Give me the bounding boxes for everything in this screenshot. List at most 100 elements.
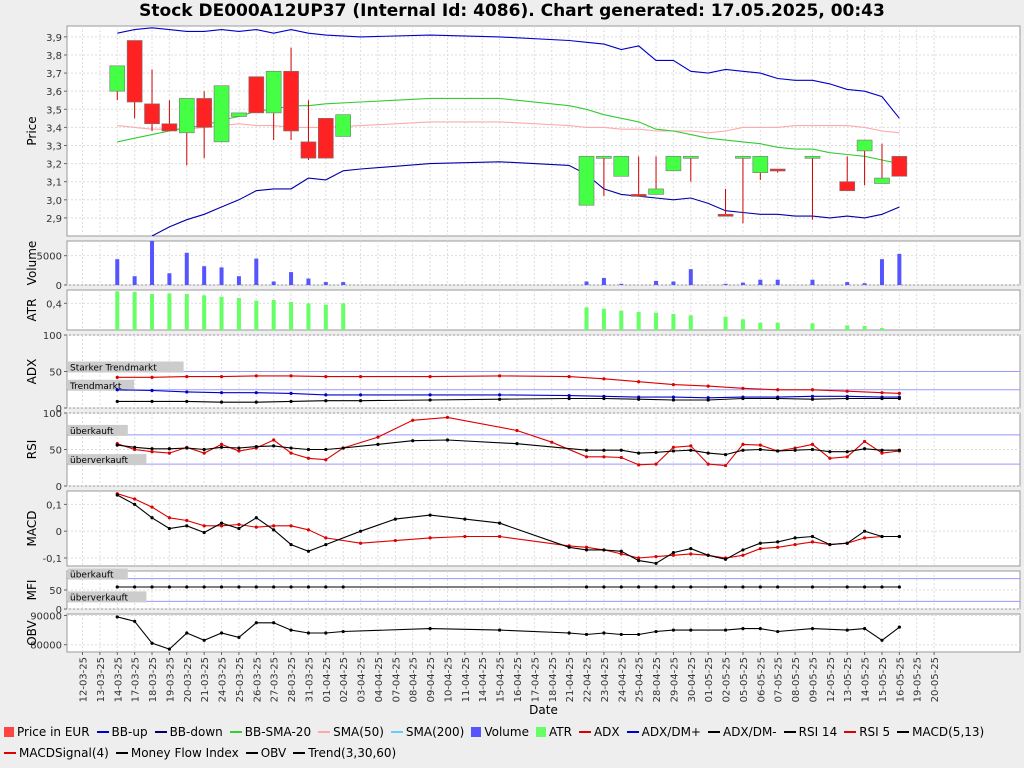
macd-panel-bg bbox=[66, 490, 1021, 567]
rsi5-line-point bbox=[411, 418, 415, 422]
y-tick-label: 5000 bbox=[37, 252, 62, 263]
x-tick-label: 26-03-25 bbox=[252, 657, 263, 702]
macd-signal-line-point bbox=[741, 553, 745, 557]
rsi14-line-point bbox=[289, 446, 293, 450]
rsi5-line-point bbox=[723, 463, 728, 468]
legend-swatch bbox=[707, 731, 720, 733]
adx-line-point bbox=[567, 375, 571, 379]
volume-bar bbox=[671, 281, 676, 285]
obv-line-point bbox=[185, 631, 189, 635]
y-tick-label: 0 bbox=[56, 404, 62, 415]
y-tick-label: 3,0 bbox=[46, 196, 62, 207]
rsi5-line-point bbox=[793, 446, 797, 450]
rsi14-line-point bbox=[376, 442, 380, 446]
rsi14-line-point bbox=[272, 444, 276, 448]
y-tick-label: -0,1 bbox=[42, 554, 62, 565]
macd-line-point bbox=[358, 529, 363, 533]
macd-signal-line-point bbox=[358, 541, 363, 545]
volume-bar bbox=[254, 258, 259, 285]
legend-label: BB-down bbox=[169, 725, 223, 739]
obv-line-group bbox=[115, 615, 901, 651]
legend-swatch bbox=[293, 752, 306, 754]
macd-line-point bbox=[324, 542, 328, 547]
mfi-line-point bbox=[185, 585, 189, 589]
rsi5-line bbox=[117, 416, 900, 467]
candle-body bbox=[682, 156, 699, 159]
reference-label: überverkauft bbox=[70, 593, 129, 603]
adx-line-point bbox=[498, 374, 502, 378]
legend-swatch bbox=[578, 731, 591, 733]
mfi-line-point bbox=[219, 585, 224, 589]
candle-body bbox=[891, 156, 908, 177]
volume-bar bbox=[184, 252, 189, 285]
dm-plus-line-point bbox=[358, 393, 363, 397]
macd-line-point bbox=[810, 534, 815, 539]
mfi-line-point bbox=[237, 585, 241, 589]
dm-plus-line-point bbox=[637, 395, 641, 399]
obv-line-point bbox=[776, 629, 780, 634]
x-tick-label: 15-04-25 bbox=[496, 657, 507, 702]
dm-plus-line-point bbox=[289, 391, 293, 395]
rsi14-line-point bbox=[723, 453, 728, 457]
y-axis-label: ADX bbox=[25, 359, 39, 385]
adx-line-point bbox=[150, 375, 154, 379]
rsi14-line-point bbox=[150, 447, 154, 451]
adx-line-point bbox=[602, 377, 606, 381]
x-tick-label: 25-04-25 bbox=[635, 657, 646, 702]
rsi5-line-point bbox=[863, 439, 867, 444]
candle-body bbox=[613, 156, 630, 177]
macd-line-point bbox=[254, 516, 258, 520]
volume-bar bbox=[897, 253, 902, 285]
candle-body bbox=[109, 65, 126, 92]
chart-legend: Price in EUR BB-up BB-down BB-SMA-20 SMA(50)… bbox=[4, 722, 1020, 764]
candle-body bbox=[839, 181, 856, 192]
obv-line-point bbox=[637, 632, 641, 637]
mfi-line-point bbox=[637, 585, 641, 589]
mfi-line-point bbox=[619, 585, 623, 589]
bb-up-line-group bbox=[117, 27, 900, 119]
macd-signal-line-point bbox=[584, 545, 589, 549]
legend-swatch bbox=[471, 727, 482, 737]
adx-line-point bbox=[637, 380, 641, 384]
legend-swatch bbox=[115, 752, 128, 754]
rsi14-line-point bbox=[445, 438, 450, 442]
atr-bar bbox=[254, 300, 259, 330]
macd-line-point bbox=[880, 534, 884, 539]
dm-plus-line-point bbox=[845, 394, 849, 398]
atr-bar bbox=[184, 294, 189, 330]
rsi5-line-point bbox=[619, 455, 623, 460]
mfi-line-point bbox=[133, 585, 137, 589]
y-tick-label: 3,5 bbox=[46, 105, 62, 116]
macd-signal-line-point bbox=[671, 553, 676, 557]
candle-body bbox=[213, 85, 230, 143]
rsi14-line-point bbox=[897, 448, 901, 452]
volume-bar bbox=[601, 277, 606, 285]
legend-label: ADX/DM- bbox=[722, 725, 777, 739]
adx-line-point bbox=[289, 374, 293, 378]
rsi14-line-point bbox=[167, 447, 171, 451]
macd-signal-line bbox=[117, 493, 900, 559]
rsi5-line-point bbox=[637, 463, 641, 467]
macd-line-group bbox=[115, 493, 901, 565]
macd-line-point bbox=[654, 561, 658, 565]
x-tick-label: 13-05-25 bbox=[843, 657, 854, 702]
x-tick-label: 16-04-25 bbox=[513, 657, 524, 702]
obv-line-point bbox=[324, 631, 328, 635]
volume-panel-bg bbox=[66, 240, 1021, 286]
candle-body bbox=[769, 168, 786, 172]
rsi14-line-point bbox=[202, 447, 206, 452]
candle-body bbox=[665, 156, 682, 172]
x-tick-label: 31-03-25 bbox=[304, 657, 315, 702]
macd-line-point bbox=[845, 541, 849, 545]
x-tick-label: 19-05-25 bbox=[913, 657, 924, 702]
x-tick-label: 30-04-25 bbox=[687, 657, 698, 702]
obv-line-point bbox=[150, 641, 154, 645]
atr-bar bbox=[619, 310, 624, 330]
y-tick-label: 0 bbox=[56, 605, 62, 616]
legend-label: RSI 14 bbox=[798, 725, 838, 739]
volume-bar bbox=[879, 259, 884, 285]
rsi14-line-point bbox=[619, 448, 623, 452]
dm-minus-line-point bbox=[358, 399, 363, 403]
y-axis-label: OBV bbox=[25, 619, 39, 645]
reference-label-bg bbox=[68, 454, 147, 466]
